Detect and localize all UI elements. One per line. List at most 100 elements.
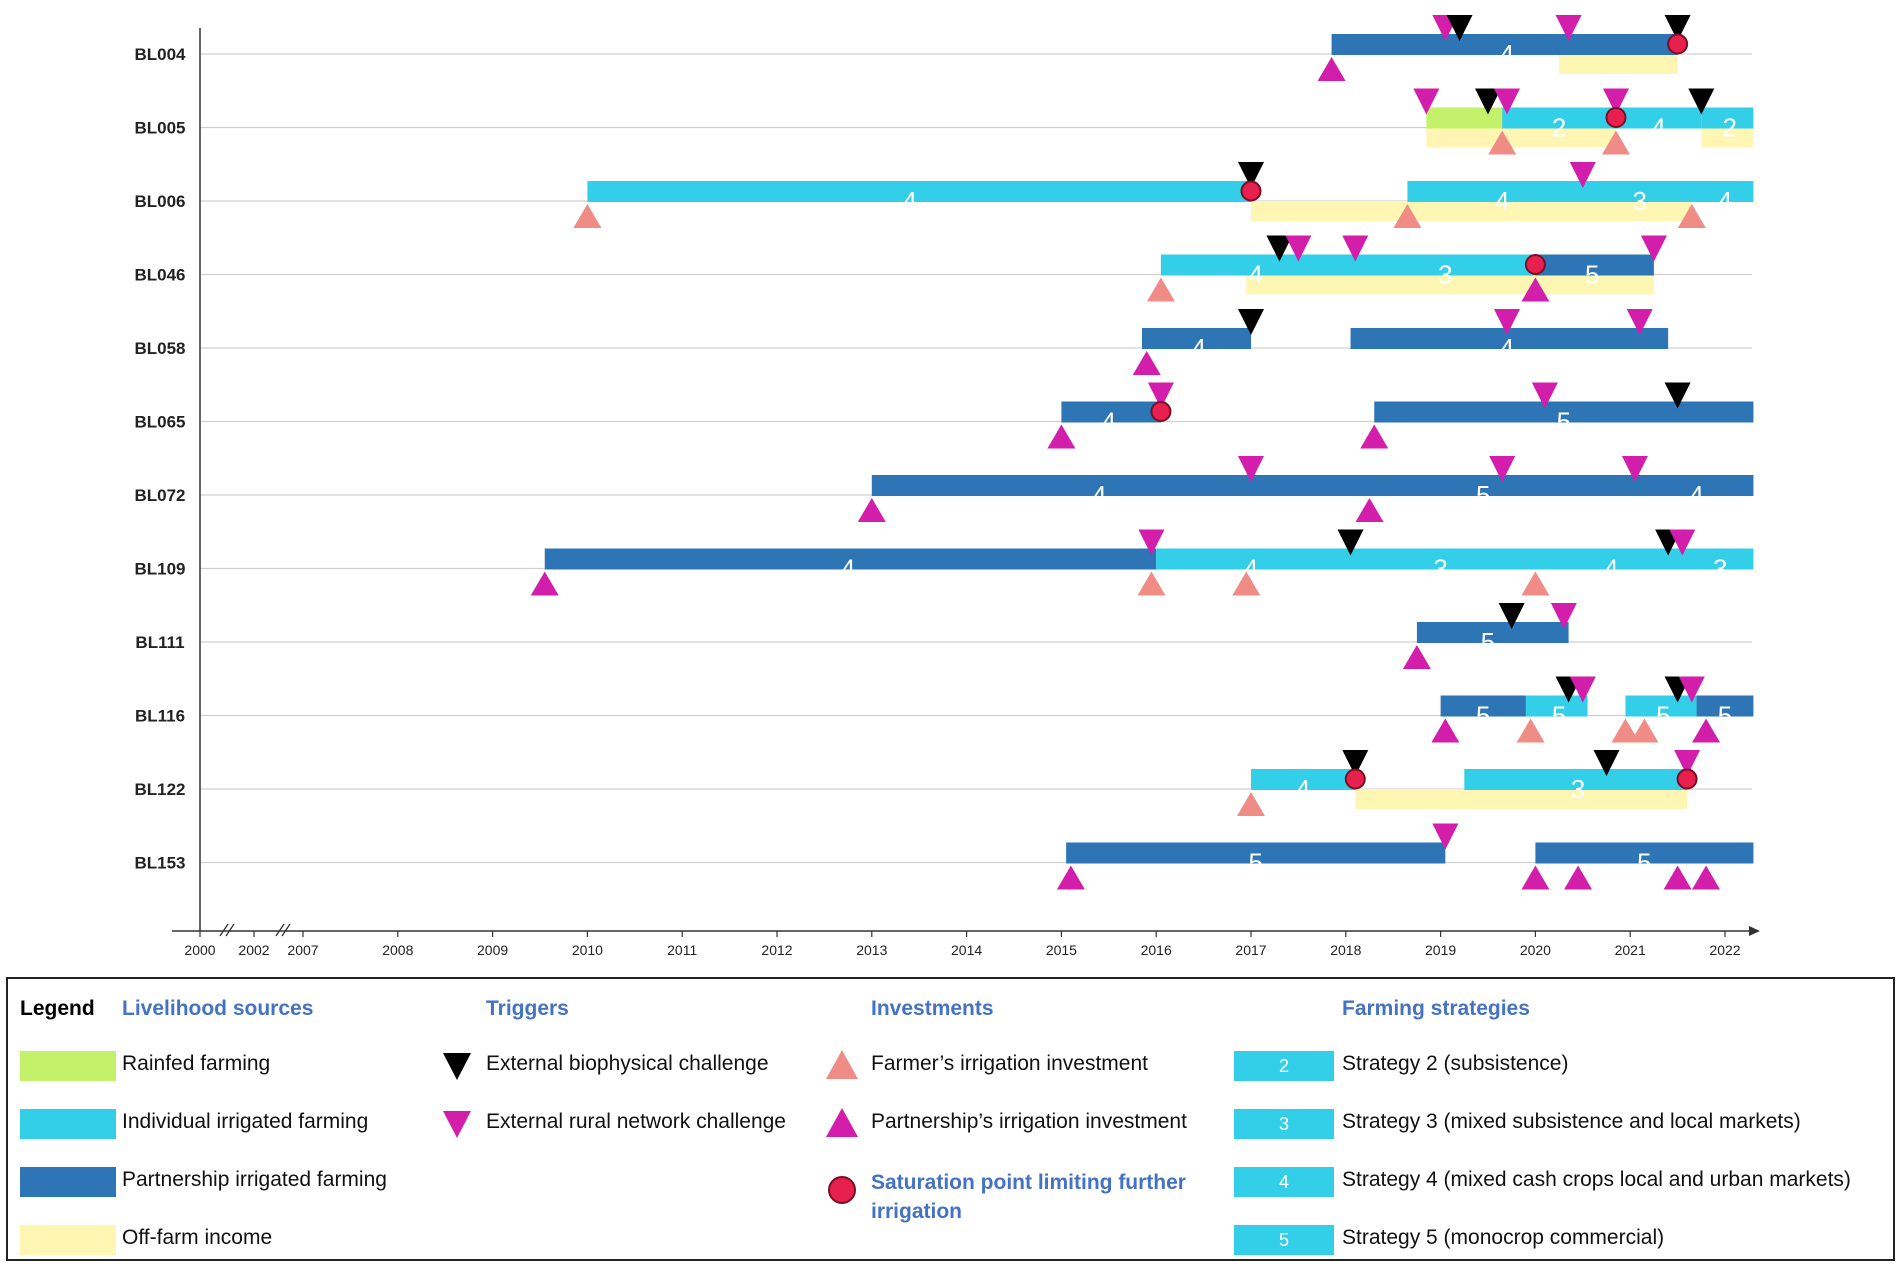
- bar-label-BL065-1-0: 5: [1557, 407, 1571, 437]
- marker-farmer_inv-BL116-5: [1516, 718, 1545, 743]
- row-label-BL004: BL004: [134, 45, 186, 64]
- bar-label-BL109-1-3: 3: [1713, 554, 1727, 584]
- marker-farmer_inv-BL109-6: [1232, 571, 1261, 596]
- bar-label-BL122-1-0: 3: [1571, 774, 1585, 804]
- marker-network-BL058-2: [1626, 309, 1653, 335]
- marker-network-BL005-2: [1493, 88, 1520, 115]
- bar-offfarm-BL004-0: [1559, 54, 1678, 74]
- row-label-BL005: BL005: [134, 119, 185, 138]
- marker-saturation-BL006-5: [1240, 180, 1262, 202]
- bar-individual-BL005-1: [1502, 107, 1702, 129]
- bar-label-BL122-0-0: 4: [1296, 774, 1310, 804]
- bar-label-BL109-1-2: 4: [1604, 554, 1618, 584]
- marker-partnership_inv-BL153-1: [1056, 865, 1085, 890]
- bar-label-BL046-1-0: 5: [1585, 260, 1599, 290]
- bar-label-BL058-0-0: 4: [1192, 333, 1206, 363]
- marker-saturation-BL122-5: [1676, 768, 1698, 790]
- marker-biophysical-BL046-0: [1266, 235, 1293, 262]
- bar-individual-BL046-0: [1160, 254, 1536, 276]
- bar-partnership-BL065-0: [1061, 401, 1161, 423]
- triggers-heading: Triggers: [486, 997, 569, 1020]
- strategy-3-swatch: 3: [1234, 1109, 1334, 1139]
- marker-network-BL058-1: [1493, 309, 1520, 335]
- marker-network-BL072-1: [1489, 456, 1516, 482]
- bar-individual-BL006-0: [587, 181, 1251, 202]
- marker-biophysical-BL109-1: [1337, 529, 1364, 556]
- marker-saturation-BL065-5: [1150, 401, 1172, 422]
- livelihood-heading: Livelihood sources: [122, 997, 314, 1020]
- bar-rainfed-BL005-0: [1426, 107, 1503, 129]
- strategy-5-label: Strategy 5 (monocrop commercial): [1342, 1226, 1665, 1249]
- marker-biophysical-BL122-0: [1342, 750, 1369, 776]
- offfarm-swatch: [20, 1225, 116, 1255]
- marker-biophysical-BL111-0: [1498, 603, 1525, 629]
- bar-offfarm-BL046-0: [1246, 274, 1654, 295]
- marker-partnership_inv-BL046-5: [1521, 277, 1550, 302]
- x-tick-label-2013: 2013: [856, 942, 887, 958]
- marker-biophysical-BL006-0: [1238, 162, 1264, 188]
- x-tick-label-2019: 2019: [1425, 942, 1456, 958]
- axis-break-1: [219, 923, 235, 937]
- marker-saturation-BL122-4: [1344, 768, 1366, 790]
- axes: [172, 28, 1760, 937]
- marker-farmer_inv-BL116-7: [1630, 718, 1659, 743]
- bar-label-BL116-3-0: 5: [1718, 701, 1732, 731]
- marker-network-BL072-2: [1621, 456, 1648, 482]
- bar-individual-BL116-2: [1625, 695, 1697, 717]
- marker-network-BL072-0: [1238, 456, 1264, 482]
- marker-farmer_inv-BL006-2: [573, 204, 602, 228]
- row-label-BL072: BL072: [134, 486, 185, 505]
- strategy-3-label: Strategy 3 (mixed subsistence and local …: [1342, 1110, 1801, 1133]
- x-tick-label-2012: 2012: [761, 942, 792, 958]
- marker-partnership_inv-BL004-4: [1317, 57, 1346, 81]
- bar-label-BL005-2-0: 2: [1723, 113, 1737, 143]
- bar-offfarm-BL005-1: [1701, 127, 1754, 148]
- bar-partnership-BL116-0: [1440, 695, 1526, 717]
- marker-partnership_inv-BL065-4: [1360, 424, 1389, 449]
- marker-network-BL006-1: [1569, 162, 1596, 188]
- bar-label-BL111-0-0: 5: [1481, 627, 1495, 657]
- farmer-investment-icon: [826, 1050, 858, 1079]
- marker-farmer_inv-BL005-6: [1601, 130, 1630, 155]
- bar-individual-BL116-1: [1525, 695, 1588, 717]
- x-tick-label-2017: 2017: [1235, 942, 1266, 958]
- marker-farmer_inv-BL006-3: [1393, 204, 1422, 228]
- markers: [530, 15, 1721, 890]
- bar-partnership-BL058-1: [1350, 328, 1669, 349]
- x-tick-label-2000: 2000: [184, 942, 215, 958]
- marker-network-BL109-3: [1669, 529, 1696, 556]
- marker-network-BL116-1: [1569, 676, 1596, 703]
- marker-network-BL004-2: [1555, 15, 1582, 41]
- marker-partnership_inv-BL072-3: [857, 498, 886, 522]
- x-tick-label-2010: 2010: [572, 942, 603, 958]
- bar-individual-BL006-1: [1407, 181, 1754, 202]
- bar-offfarm-BL122-0: [1355, 789, 1688, 809]
- marker-network-BL046-3: [1640, 235, 1667, 262]
- row-label-BL046: BL046: [134, 266, 185, 285]
- marker-network-BL005-3: [1602, 88, 1629, 115]
- bar-label-BL153-0-0: 5: [1249, 848, 1263, 878]
- strategy-2-label: Strategy 2 (subsistence): [1342, 1052, 1569, 1075]
- bar-label-BL116-2-0: 5: [1656, 701, 1670, 731]
- bar-label-BL072-0-0: 4: [1092, 480, 1106, 510]
- bar-label-BL046-0-1: 3: [1438, 260, 1452, 290]
- marker-saturation-BL005-7: [1605, 107, 1627, 128]
- investments-heading: Investments: [871, 997, 994, 1020]
- strategies-heading: Farming strategies: [1342, 997, 1530, 1020]
- marker-biophysical-BL004-1: [1446, 15, 1473, 41]
- x-tick-label-2020: 2020: [1520, 942, 1551, 958]
- marker-biophysical-BL005-1: [1475, 88, 1501, 115]
- marker-biophysical-BL005-4: [1688, 88, 1715, 115]
- x-tick-label-2007: 2007: [287, 942, 318, 958]
- partnership-investment-icon: [826, 1108, 858, 1137]
- row-label-BL109: BL109: [134, 560, 185, 579]
- x-tick-label-2022: 2022: [1709, 942, 1740, 958]
- bar-label-BL116-1-0: 5: [1552, 701, 1566, 731]
- bar-partnership-BL153-1: [1535, 842, 1754, 864]
- marker-saturation-BL046-6: [1524, 254, 1546, 275]
- marker-farmer_inv-BL109-7: [1521, 571, 1550, 596]
- marker-partnership_inv-BL109-4: [530, 571, 559, 596]
- biophysical-challenge-icon: [443, 1053, 471, 1080]
- offfarm-label: Off-farm income: [122, 1226, 273, 1249]
- bar-labels: 42 4 24 4 3 44 3 54 44 54 5 44 4 3 4 355 5 5 54 35 5: [841, 39, 1737, 878]
